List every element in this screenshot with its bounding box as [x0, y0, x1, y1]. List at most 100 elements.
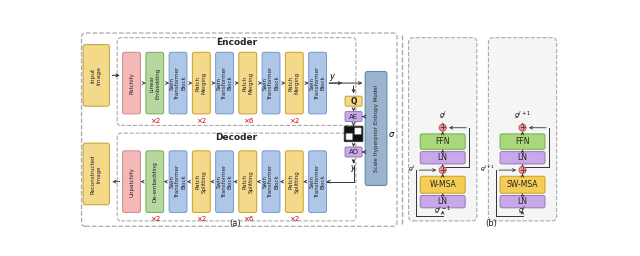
FancyBboxPatch shape	[117, 38, 356, 125]
Text: y: y	[329, 72, 334, 81]
Circle shape	[439, 124, 446, 131]
Text: Scale Hyperprior Entropy Model: Scale Hyperprior Entropy Model	[374, 85, 378, 172]
Text: Swin
Transformer
Block: Swin Transformer Block	[263, 67, 279, 100]
FancyBboxPatch shape	[123, 151, 140, 212]
FancyBboxPatch shape	[365, 71, 387, 186]
Text: Reconstructed
Image: Reconstructed Image	[91, 154, 102, 194]
Text: Linear
Embedding: Linear Embedding	[149, 67, 160, 99]
Text: +: +	[439, 123, 446, 132]
Text: Unpatchify: Unpatchify	[129, 167, 134, 197]
Text: Encoder: Encoder	[216, 38, 257, 47]
Text: AD: AD	[349, 149, 358, 155]
FancyBboxPatch shape	[169, 151, 187, 212]
Text: +: +	[519, 123, 526, 132]
Text: AE: AE	[349, 114, 358, 120]
FancyBboxPatch shape	[500, 196, 545, 208]
Text: Swin
Transformer
Block: Swin Transformer Block	[263, 165, 279, 198]
Text: Swin
Transformer
Block: Swin Transformer Block	[309, 67, 326, 100]
Text: Swin
Transformer
Block: Swin Transformer Block	[170, 165, 186, 198]
Circle shape	[519, 167, 526, 174]
FancyBboxPatch shape	[262, 151, 280, 212]
Text: LN: LN	[518, 153, 527, 162]
Text: LN: LN	[518, 197, 527, 206]
FancyBboxPatch shape	[239, 52, 257, 114]
FancyBboxPatch shape	[344, 126, 363, 142]
Text: Decoder: Decoder	[216, 133, 258, 142]
Text: (b): (b)	[485, 219, 497, 228]
Text: Patch
Splitting: Patch Splitting	[243, 170, 253, 193]
Text: Patch
Splitting: Patch Splitting	[289, 170, 300, 193]
Text: $g^l$: $g^l$	[438, 109, 447, 122]
Text: $\hat{y}$: $\hat{y}$	[350, 161, 357, 175]
Text: LN: LN	[438, 153, 448, 162]
Text: ×2: ×2	[150, 216, 160, 222]
FancyBboxPatch shape	[420, 134, 465, 149]
Text: σ: σ	[389, 130, 394, 139]
FancyBboxPatch shape	[83, 45, 109, 106]
Text: ×2: ×2	[289, 118, 300, 124]
Text: FFN: FFN	[515, 137, 530, 146]
FancyBboxPatch shape	[193, 52, 210, 114]
FancyBboxPatch shape	[123, 52, 140, 114]
Text: Patch
Merging: Patch Merging	[243, 72, 253, 94]
FancyBboxPatch shape	[488, 38, 557, 221]
FancyBboxPatch shape	[346, 133, 353, 140]
Text: De-embedding: De-embedding	[152, 161, 157, 202]
Text: $g^{l+1}$: $g^{l+1}$	[480, 164, 495, 175]
FancyBboxPatch shape	[420, 176, 465, 193]
FancyBboxPatch shape	[408, 38, 477, 221]
FancyBboxPatch shape	[285, 52, 303, 114]
Text: Swin
Transformer
Block: Swin Transformer Block	[170, 67, 186, 100]
Text: ×2: ×2	[196, 118, 207, 124]
FancyBboxPatch shape	[500, 134, 545, 149]
FancyBboxPatch shape	[500, 176, 545, 193]
Circle shape	[439, 167, 446, 174]
FancyBboxPatch shape	[420, 196, 465, 208]
FancyBboxPatch shape	[500, 152, 545, 164]
Text: $g^l$: $g^l$	[408, 164, 415, 175]
Text: Swin
Transformer
Block: Swin Transformer Block	[216, 165, 233, 198]
Text: Patchify: Patchify	[129, 72, 134, 94]
FancyBboxPatch shape	[117, 133, 356, 221]
FancyBboxPatch shape	[285, 151, 303, 212]
FancyBboxPatch shape	[355, 128, 362, 135]
Text: LN: LN	[438, 197, 448, 206]
Text: FFN: FFN	[435, 137, 450, 146]
FancyBboxPatch shape	[262, 52, 280, 114]
Text: Q: Q	[350, 97, 357, 106]
Text: +: +	[519, 166, 526, 175]
FancyBboxPatch shape	[81, 33, 397, 226]
FancyBboxPatch shape	[345, 112, 362, 122]
Text: Swin
Transformer
Block: Swin Transformer Block	[216, 67, 233, 100]
FancyBboxPatch shape	[193, 151, 210, 212]
Text: ×2: ×2	[196, 216, 207, 222]
FancyBboxPatch shape	[420, 152, 465, 164]
Text: Patch
Splitting: Patch Splitting	[196, 170, 207, 193]
Text: ×6: ×6	[243, 118, 253, 124]
Text: ×2: ×2	[150, 118, 160, 124]
Text: $g^{l+1}$: $g^{l+1}$	[514, 109, 531, 122]
Text: ×2: ×2	[289, 216, 300, 222]
Text: Patch
Merging: Patch Merging	[196, 72, 207, 94]
FancyBboxPatch shape	[216, 151, 234, 212]
FancyBboxPatch shape	[216, 52, 234, 114]
FancyBboxPatch shape	[169, 52, 187, 114]
Text: W-MSA: W-MSA	[429, 180, 456, 189]
Text: Input
Image: Input Image	[91, 66, 102, 85]
FancyBboxPatch shape	[83, 143, 109, 205]
FancyBboxPatch shape	[308, 52, 326, 114]
FancyBboxPatch shape	[308, 151, 326, 212]
Text: (a): (a)	[229, 219, 241, 228]
FancyBboxPatch shape	[146, 151, 164, 212]
Text: Swin
Transformer
Block: Swin Transformer Block	[309, 165, 326, 198]
Text: ×6: ×6	[243, 216, 253, 222]
Text: Patch
Merging: Patch Merging	[289, 72, 300, 94]
FancyBboxPatch shape	[345, 147, 362, 157]
Text: SW-MSA: SW-MSA	[507, 180, 538, 189]
Text: $g^l$: $g^l$	[518, 205, 527, 217]
Text: $g^{l-1}$: $g^{l-1}$	[435, 205, 451, 217]
Circle shape	[519, 124, 526, 131]
Text: +: +	[439, 166, 446, 175]
FancyBboxPatch shape	[239, 151, 257, 212]
FancyBboxPatch shape	[345, 96, 362, 106]
